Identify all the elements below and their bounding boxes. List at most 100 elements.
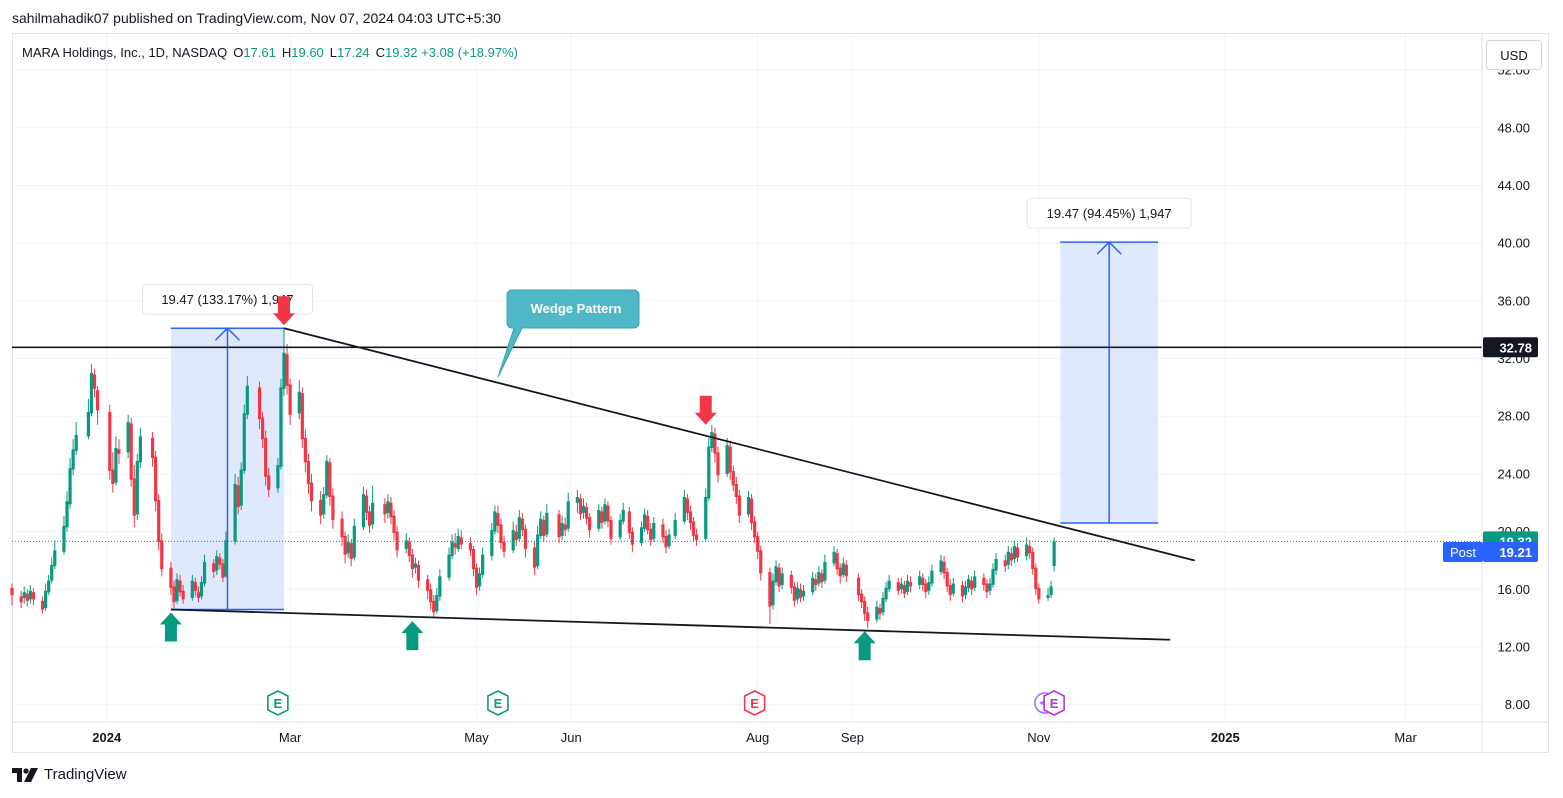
- markers: [159, 296, 876, 661]
- candle-body: [1009, 553, 1013, 561]
- candle-body: [392, 515, 396, 534]
- wedge-callout-bubble: [497, 289, 640, 378]
- candle-body: [413, 563, 418, 568]
- candle-body: [50, 564, 54, 581]
- time-axis: 2024 Mar May Jun Aug Sep Nov 2025 Mar: [12, 721, 1549, 745]
- candle-body: [749, 498, 754, 523]
- candle-body: [536, 534, 540, 567]
- candle-body: [841, 563, 845, 575]
- candle-body: [1025, 544, 1029, 557]
- candle-body: [899, 583, 903, 590]
- time-tick-label: Mar: [1394, 730, 1417, 745]
- candle-body: [126, 421, 130, 453]
- candle-body: [31, 592, 35, 600]
- earnings-letter: E: [1050, 696, 1059, 711]
- candle-body: [306, 460, 311, 485]
- candle-body: [517, 517, 521, 539]
- candle-body: [777, 567, 781, 587]
- candle-body: [627, 511, 631, 534]
- candle-body: [349, 543, 353, 560]
- candle-body: [603, 504, 607, 522]
- measure-left-label: 19.47 (133.17%) 1,947: [161, 292, 293, 307]
- candle-body: [737, 495, 741, 516]
- up-arrow-icon: [401, 621, 424, 651]
- earnings-letter: E: [494, 696, 503, 711]
- candle-body: [930, 570, 934, 584]
- candle-body: [1003, 560, 1007, 567]
- candle-body: [181, 590, 185, 600]
- candle-body: [212, 563, 216, 572]
- candle-body: [47, 580, 51, 593]
- candle-body: [820, 573, 824, 583]
- low-value: 17.24: [337, 45, 370, 60]
- candle-body: [960, 584, 965, 597]
- candle-body: [62, 525, 66, 552]
- candle-body: [236, 485, 240, 508]
- candle-body: [429, 589, 433, 603]
- candle-body: [175, 579, 179, 601]
- candle-body: [1006, 551, 1010, 565]
- candle-body: [588, 517, 592, 531]
- candle-body: [481, 554, 485, 575]
- wedge-lower-line: [170, 608, 1171, 641]
- candle-body: [539, 518, 543, 536]
- candle-body: [346, 541, 350, 554]
- candle-body: [282, 352, 286, 389]
- candle-body: [514, 531, 518, 541]
- measure-right-label: 19.47 (94.45%) 1,947: [1047, 206, 1172, 221]
- up-arrow-icon: [159, 612, 182, 642]
- time-tick-label: Mar: [279, 730, 302, 745]
- candle-body: [646, 515, 650, 531]
- candle-body: [768, 571, 772, 607]
- measure-left-arrow-head: [214, 327, 240, 341]
- candle-body: [389, 502, 393, 518]
- candle-body: [994, 559, 998, 571]
- candle-body: [838, 567, 842, 577]
- candle-body: [86, 411, 91, 437]
- candle-body: [1012, 546, 1017, 560]
- candle-body: [756, 535, 760, 552]
- candle-body: [371, 502, 375, 525]
- candle-body: [798, 589, 803, 598]
- resistance-price-badge: 32.78: [1499, 340, 1532, 355]
- time-tick-label: 2025: [1211, 730, 1240, 745]
- tradingview-footer[interactable]: TradingView: [12, 766, 127, 783]
- high-key: H: [281, 45, 292, 60]
- candle-body: [10, 587, 14, 596]
- candle-body: [367, 511, 372, 526]
- candle-body: [1031, 551, 1035, 570]
- candle-body: [691, 521, 696, 536]
- candle-body: [386, 501, 390, 513]
- candle-body: [68, 468, 72, 505]
- earnings-letter: E: [750, 696, 759, 711]
- candle-body: [300, 393, 304, 440]
- time-tick-label: May: [464, 730, 489, 745]
- candle-body: [221, 563, 225, 578]
- candle-body: [884, 587, 888, 600]
- down-arrow-icon: [694, 395, 717, 425]
- candle-body: [982, 577, 986, 585]
- candle-body: [303, 437, 307, 463]
- trend-lines: Wedge Pattern: [12, 289, 1482, 641]
- candle-body: [927, 582, 931, 591]
- candle-body: [490, 530, 494, 557]
- candle-body: [713, 433, 717, 454]
- currency-button[interactable]: USD: [1486, 40, 1542, 70]
- earnings-badge-icon: [487, 690, 509, 716]
- time-tick-label: Aug: [746, 730, 769, 745]
- price-tick-label: 36.00: [1497, 293, 1530, 308]
- candle-body: [160, 540, 164, 570]
- candle-body: [456, 535, 460, 549]
- candle-body: [918, 576, 922, 585]
- candle-body: [239, 469, 243, 506]
- candle-body: [667, 534, 671, 547]
- candle-body: [728, 446, 732, 473]
- candle-body: [169, 567, 173, 588]
- tradingview-logo-icon: [12, 767, 38, 782]
- earnings-letter: E: [274, 696, 283, 711]
- candle-body: [276, 465, 280, 489]
- candle-body: [264, 437, 268, 477]
- candle-body: [991, 569, 995, 585]
- post-price-badge: 19.21: [1499, 545, 1532, 560]
